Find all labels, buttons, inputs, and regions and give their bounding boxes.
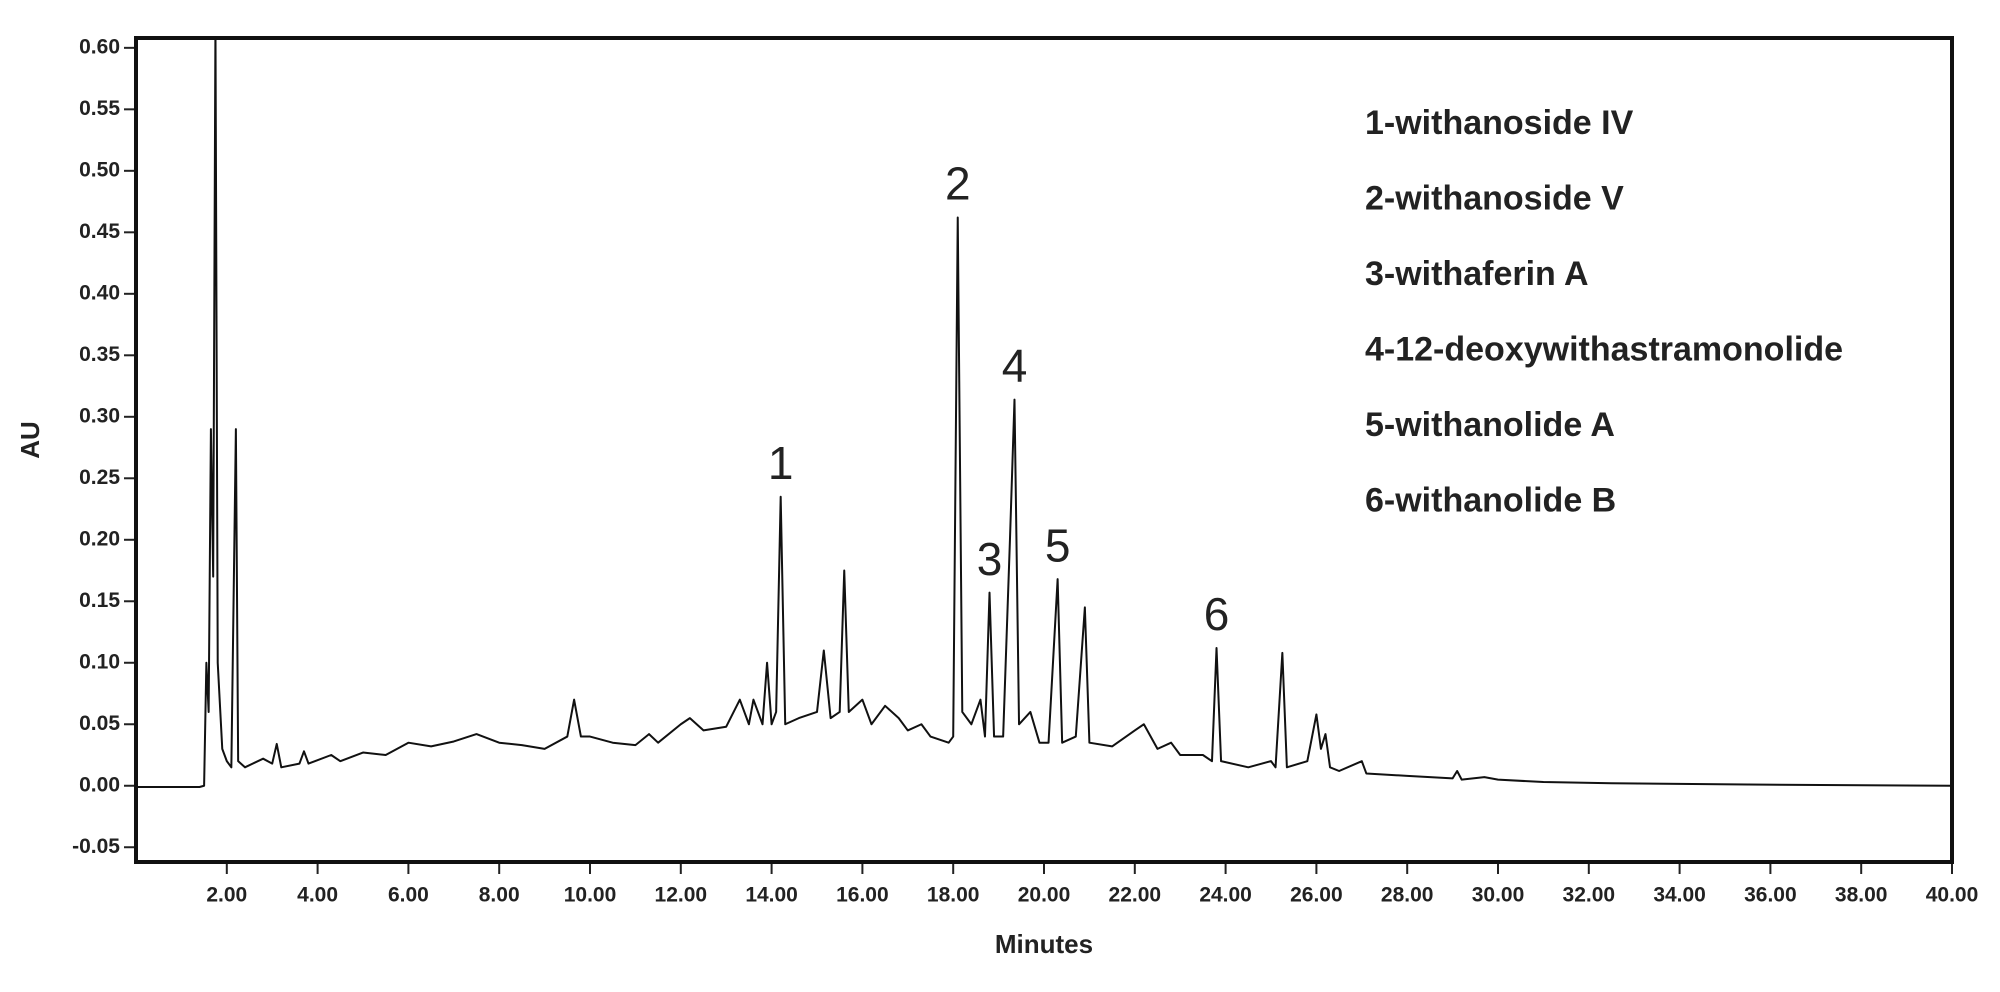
peak-label: 4 bbox=[1002, 340, 1028, 392]
y-tick-label: 0.40 bbox=[79, 281, 120, 304]
peak-label: 3 bbox=[977, 533, 1003, 585]
peak-key-entry: 2-withanoside V bbox=[1365, 179, 1624, 217]
x-tick-label: 20.00 bbox=[1018, 884, 1071, 907]
x-tick-label: 32.00 bbox=[1563, 884, 1616, 907]
chromatogram-trace bbox=[136, 38, 1952, 788]
peak-key-entry: 4-12-deoxywithastramonolide bbox=[1365, 330, 1843, 368]
y-tick-label: 0.15 bbox=[79, 589, 120, 612]
x-tick-label: 6.00 bbox=[388, 884, 429, 907]
x-tick-label: 14.00 bbox=[745, 884, 798, 907]
peak-label: 2 bbox=[945, 158, 971, 210]
x-tick-label: 16.00 bbox=[836, 884, 889, 907]
x-axis-label: Minutes bbox=[995, 929, 1093, 959]
y-tick-label: 0.20 bbox=[79, 527, 120, 550]
y-tick-label: 0.50 bbox=[79, 158, 120, 181]
x-tick-label: 30.00 bbox=[1472, 884, 1525, 907]
x-tick-label: 38.00 bbox=[1835, 884, 1888, 907]
y-tick-label: 0.10 bbox=[79, 650, 120, 673]
x-tick-label: 8.00 bbox=[479, 884, 520, 907]
y-tick-label: 0.35 bbox=[79, 343, 120, 366]
x-tick-label: 36.00 bbox=[1744, 884, 1797, 907]
x-tick-label: 24.00 bbox=[1199, 884, 1252, 907]
x-tick-label: 18.00 bbox=[927, 884, 980, 907]
x-tick-label: 28.00 bbox=[1381, 884, 1434, 907]
x-tick-label: 22.00 bbox=[1109, 884, 1162, 907]
peak-key-entry: 1-withanoside IV bbox=[1365, 104, 1634, 142]
y-tick-label: 0.25 bbox=[79, 466, 120, 489]
x-tick-label: 34.00 bbox=[1653, 884, 1706, 907]
x-tick-label: 4.00 bbox=[297, 884, 338, 907]
y-tick-label: -0.05 bbox=[72, 835, 120, 858]
y-tick-label: 0.30 bbox=[79, 404, 120, 427]
x-tick-label: 2.00 bbox=[206, 884, 247, 907]
y-tick-label: 0.00 bbox=[79, 773, 120, 796]
peak-key-entry: 6-withanolide B bbox=[1365, 481, 1616, 519]
peak-label: 6 bbox=[1204, 588, 1230, 640]
y-tick-label: 0.45 bbox=[79, 220, 120, 243]
y-tick-label: 0.05 bbox=[79, 712, 120, 735]
peak-key-entry: 5-withanolide A bbox=[1365, 406, 1615, 444]
x-tick-label: 10.00 bbox=[564, 884, 617, 907]
plot-frame bbox=[134, 36, 1954, 864]
y-axis-label: AU bbox=[15, 421, 45, 459]
x-tick-label: 40.00 bbox=[1926, 884, 1979, 907]
y-tick-label: 0.55 bbox=[79, 97, 120, 120]
peak-key-entry: 3-withaferin A bbox=[1365, 255, 1589, 293]
peak-label: 5 bbox=[1045, 519, 1071, 571]
x-tick-label: 12.00 bbox=[655, 884, 708, 907]
y-tick-label: 0.60 bbox=[79, 35, 120, 58]
peak-label: 1 bbox=[768, 437, 794, 489]
x-tick-label: 26.00 bbox=[1290, 884, 1343, 907]
